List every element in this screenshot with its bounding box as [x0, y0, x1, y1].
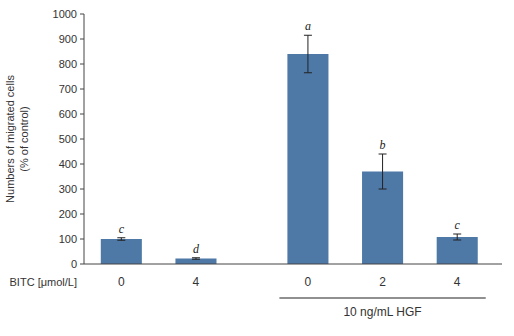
error-bar: [117, 238, 125, 241]
y-tick: [80, 139, 84, 140]
y-axis-label: Numbers of migrated cells: [4, 75, 16, 203]
y-tick-label: 600: [59, 108, 77, 120]
bar-annotation: c: [455, 218, 461, 232]
y-tick: [80, 239, 84, 240]
y-tick: [80, 39, 84, 40]
x-tick-label: 4: [193, 275, 200, 289]
error-bar: [304, 35, 312, 73]
y-tick-label: 0: [71, 258, 77, 270]
y-tick-label: 200: [59, 208, 77, 220]
chart: cdabc01002003004005006007008009001000Num…: [0, 0, 514, 336]
y-tick-label: 700: [59, 83, 77, 95]
y-tick-label: 300: [59, 183, 77, 195]
y-tick-label: 900: [59, 33, 77, 45]
y-tick: [80, 14, 84, 15]
group-line: [279, 297, 485, 298]
x-tick-label: 0: [305, 275, 312, 289]
x-tick-label: 2: [379, 275, 386, 289]
x-axis: [84, 264, 502, 265]
y-tick-label: 500: [59, 133, 77, 145]
y-axis-label: (% of control): [18, 106, 30, 171]
bar: [175, 259, 216, 265]
bar: [101, 239, 142, 264]
y-tick: [80, 89, 84, 90]
x-axis-label: BITC [μmol/L]: [10, 276, 77, 288]
plot-area: [101, 35, 478, 264]
bar-annotation: b: [380, 138, 386, 152]
group-label: 10 ng/mL HGF: [343, 305, 421, 319]
bar-annotation: c: [119, 222, 125, 236]
y-tick: [80, 64, 84, 65]
error-bar: [379, 154, 387, 189]
y-tick-label: 100: [59, 233, 77, 245]
y-tick: [80, 189, 84, 190]
y-tick-label: 800: [59, 58, 77, 70]
bar-annotation: a: [305, 19, 311, 33]
x-tick-label: 4: [454, 275, 461, 289]
y-tick-label: 1000: [53, 8, 77, 20]
y-tick: [80, 214, 84, 215]
error-bar: [453, 234, 461, 240]
error-bar: [192, 258, 200, 260]
x-tick-label: 0: [118, 275, 125, 289]
y-tick-label: 400: [59, 158, 77, 170]
y-tick: [80, 114, 84, 115]
y-tick: [80, 264, 84, 265]
bar: [287, 54, 328, 264]
bar: [437, 237, 478, 264]
y-tick: [80, 164, 84, 165]
bar-annotation: d: [193, 242, 200, 256]
